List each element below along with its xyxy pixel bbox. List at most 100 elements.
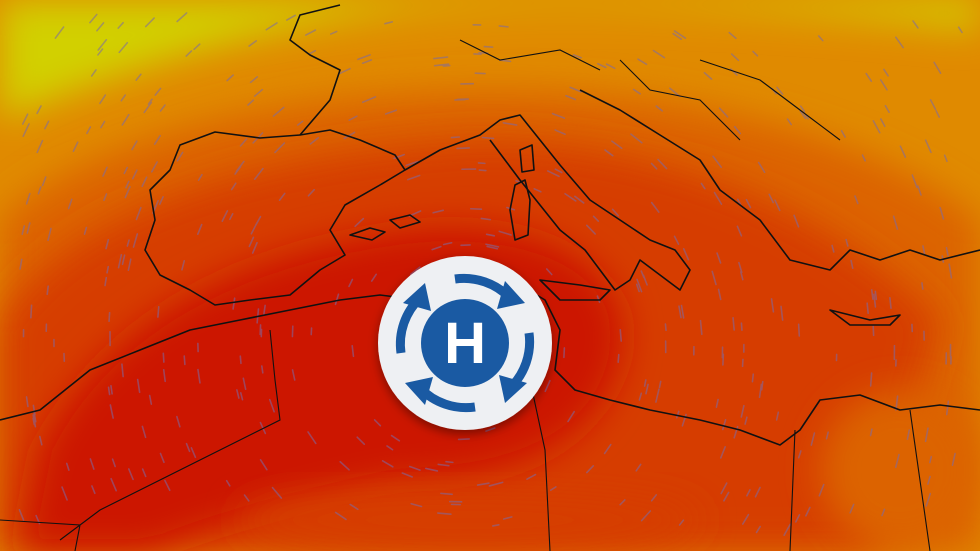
wind-streak bbox=[196, 223, 203, 236]
wind-streak bbox=[635, 283, 640, 293]
wind-streak bbox=[304, 29, 317, 36]
wind-streak bbox=[162, 369, 166, 383]
wind-streak bbox=[348, 115, 358, 121]
wind-streak bbox=[437, 512, 452, 515]
wind-streak bbox=[384, 109, 398, 115]
wind-streak bbox=[751, 373, 755, 383]
wind-streak bbox=[265, 22, 278, 31]
wind-streak bbox=[147, 98, 153, 105]
wind-streak bbox=[242, 377, 247, 390]
wind-streak bbox=[102, 166, 108, 177]
wind-streak bbox=[565, 94, 577, 101]
wind-streak bbox=[818, 483, 825, 497]
wind-streak bbox=[121, 113, 130, 126]
wind-streak bbox=[502, 516, 513, 520]
wind-streak bbox=[239, 392, 244, 401]
wind-streak bbox=[124, 186, 131, 199]
wind-streak bbox=[456, 147, 471, 150]
wind-streak bbox=[356, 436, 366, 446]
wind-streak bbox=[54, 26, 65, 39]
wind-streak bbox=[25, 192, 31, 205]
wind-streak bbox=[650, 494, 658, 502]
wind-streak bbox=[728, 31, 737, 40]
wind-streak bbox=[635, 463, 642, 472]
wind-streak bbox=[719, 446, 726, 459]
wind-streak bbox=[770, 298, 775, 313]
wind-streak bbox=[250, 225, 256, 235]
wind-streak bbox=[381, 460, 394, 468]
wind-streak bbox=[158, 196, 164, 205]
wind-streak bbox=[564, 192, 577, 202]
wind-streak bbox=[793, 214, 800, 228]
wind-streak bbox=[433, 56, 449, 60]
wind-streak bbox=[485, 243, 500, 248]
wind-streak bbox=[190, 447, 197, 459]
wind-streak bbox=[927, 475, 931, 485]
wind-streak bbox=[47, 227, 52, 242]
wind-streak bbox=[272, 106, 285, 117]
wind-streak bbox=[880, 118, 886, 128]
wind-streak bbox=[526, 473, 537, 480]
wind-streak bbox=[899, 145, 907, 158]
wind-streak bbox=[123, 166, 129, 175]
wind-streak bbox=[339, 460, 350, 471]
wind-streak bbox=[21, 113, 29, 125]
wind-streak bbox=[736, 225, 743, 237]
wind-streak bbox=[30, 304, 33, 319]
high-pressure-icon: H bbox=[378, 256, 552, 430]
wind-streak bbox=[889, 296, 892, 309]
wind-streak bbox=[592, 215, 600, 222]
wind-streak bbox=[37, 186, 42, 195]
wind-streak bbox=[799, 105, 806, 113]
wind-streak bbox=[248, 40, 258, 47]
wind-streak bbox=[26, 222, 31, 234]
wind-streak bbox=[153, 134, 161, 145]
wind-streak bbox=[104, 276, 108, 287]
wind-streak bbox=[253, 88, 264, 97]
wind-streak bbox=[181, 259, 186, 271]
wind-streak bbox=[911, 174, 918, 189]
wind-streak bbox=[176, 12, 188, 23]
wind-streak bbox=[393, 153, 405, 160]
wind-streak bbox=[478, 169, 487, 172]
wind-streak bbox=[895, 36, 904, 49]
wind-streak bbox=[716, 252, 722, 264]
wind-streak bbox=[309, 136, 320, 145]
wind-streak bbox=[917, 185, 922, 196]
high-pressure-label: H bbox=[444, 311, 486, 376]
wind-streak bbox=[723, 491, 730, 502]
wind-streak bbox=[740, 404, 745, 418]
wind-streak bbox=[253, 167, 264, 181]
wind-streak bbox=[605, 63, 616, 70]
wind-streak bbox=[680, 304, 685, 319]
wind-streak bbox=[386, 445, 394, 451]
wind-streak bbox=[65, 462, 70, 471]
wind-streak bbox=[673, 235, 680, 245]
wind-streak bbox=[118, 41, 129, 54]
wind-streak bbox=[120, 94, 127, 102]
wind-streak bbox=[32, 414, 37, 428]
wind-streak bbox=[502, 121, 518, 126]
wind-streak bbox=[193, 43, 201, 51]
wind-streak bbox=[776, 86, 784, 95]
wind-streak bbox=[274, 142, 286, 154]
wind-streak bbox=[154, 87, 162, 96]
wind-streak bbox=[141, 468, 147, 478]
wind-streak bbox=[831, 244, 835, 253]
wind-streak bbox=[239, 355, 242, 365]
wind-streak bbox=[107, 386, 111, 396]
wind-streak bbox=[19, 258, 23, 270]
wind-streak bbox=[159, 452, 165, 464]
wind-streak bbox=[121, 254, 126, 266]
wind-streak bbox=[745, 198, 752, 209]
wind-streak bbox=[343, 131, 356, 140]
wind-streak bbox=[611, 140, 623, 150]
wind-streak bbox=[105, 239, 110, 250]
wind-streak bbox=[117, 21, 124, 29]
wind-streak bbox=[183, 355, 186, 366]
wind-streak bbox=[18, 508, 25, 521]
wind-streak bbox=[483, 45, 494, 48]
wind-streak bbox=[329, 30, 338, 35]
wind-streak bbox=[849, 503, 855, 514]
wind-streak bbox=[870, 289, 874, 300]
